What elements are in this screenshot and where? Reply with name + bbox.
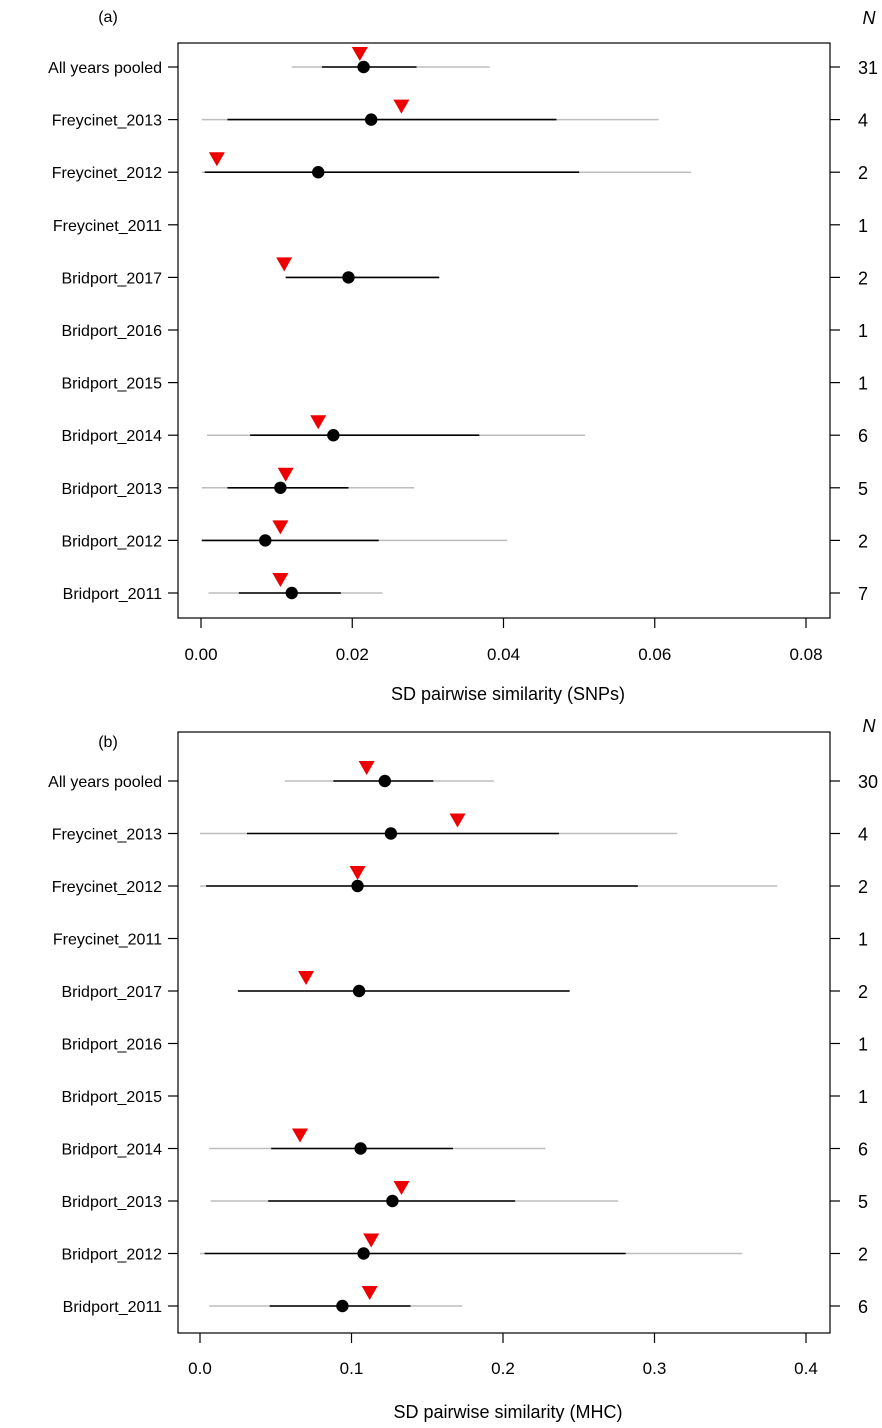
observed-triangle-1 bbox=[363, 1233, 380, 1248]
observed-triangle-1 bbox=[349, 866, 366, 880]
n-value-1: 4 bbox=[858, 825, 868, 845]
n-value-1: 1 bbox=[858, 1087, 868, 1107]
x-tick-label-0: 0.08 bbox=[789, 645, 822, 664]
n-value-0: 2 bbox=[858, 163, 868, 183]
row-label-1: All years pooled bbox=[48, 774, 162, 791]
observed-triangle-0 bbox=[393, 99, 410, 114]
n-value-0: 5 bbox=[858, 479, 868, 499]
point-estimate-1 bbox=[351, 879, 364, 893]
n-value-0: 7 bbox=[858, 584, 868, 604]
row-label-0: Freycinet_2012 bbox=[52, 165, 162, 182]
point-estimate-0 bbox=[342, 271, 355, 284]
point-estimate-1 bbox=[384, 827, 398, 840]
x-axis-label-1: SD pairwise similarity (MHC) bbox=[393, 1402, 622, 1422]
n-value-1: 6 bbox=[858, 1140, 868, 1160]
observed-triangle-1 bbox=[291, 1128, 308, 1143]
n-value-0: 6 bbox=[858, 426, 868, 446]
n-value-0: 4 bbox=[858, 111, 868, 131]
row-label-1: Bridport_2013 bbox=[61, 1194, 162, 1211]
point-estimate-1 bbox=[352, 984, 366, 998]
panel-label-0: (a) bbox=[98, 9, 118, 26]
row-label-0: Bridport_2017 bbox=[61, 270, 162, 287]
observed-triangle-0 bbox=[208, 152, 225, 167]
x-tick-label-1: 0.1 bbox=[340, 1359, 364, 1378]
point-estimate-0 bbox=[274, 481, 287, 494]
x-tick-label-0: 0.06 bbox=[638, 645, 671, 664]
point-estimate-1 bbox=[386, 1194, 399, 1208]
n-value-0: 31 bbox=[858, 58, 878, 78]
n-value-0: 1 bbox=[858, 216, 868, 236]
observed-triangle-0 bbox=[310, 415, 327, 430]
x-tick-label-1: 0.0 bbox=[188, 1359, 212, 1378]
observed-triangle-1 bbox=[393, 1181, 410, 1195]
x-axis-label-0: SD pairwise similarity (SNPs) bbox=[391, 684, 625, 704]
point-estimate-1 bbox=[354, 1142, 367, 1155]
row-label-1: Bridport_2011 bbox=[63, 1299, 162, 1316]
x-tick-label-0: 0.00 bbox=[184, 645, 217, 664]
n-value-1: 1 bbox=[858, 1035, 868, 1055]
row-label-1: Bridport_2017 bbox=[61, 984, 162, 1001]
n-value-1: 2 bbox=[858, 982, 868, 1002]
row-label-0: Bridport_2014 bbox=[61, 428, 162, 445]
row-label-1: Freycinet_2012 bbox=[52, 879, 162, 896]
x-tick-label-0: 0.02 bbox=[336, 645, 369, 664]
observed-triangle-0 bbox=[351, 47, 368, 61]
observed-triangle-0 bbox=[276, 257, 293, 272]
n-header-0: N bbox=[863, 8, 877, 28]
row-label-1: Bridport_2014 bbox=[61, 1142, 162, 1159]
row-label-0: Bridport_2012 bbox=[61, 533, 162, 550]
point-estimate-0 bbox=[259, 534, 272, 547]
point-estimate-1 bbox=[336, 1299, 349, 1313]
row-label-1: Freycinet_2013 bbox=[52, 827, 162, 844]
row-label-0: All years pooled bbox=[48, 60, 162, 77]
n-value-0: 1 bbox=[858, 374, 868, 394]
observed-triangle-1 bbox=[358, 761, 375, 775]
n-value-0: 1 bbox=[858, 321, 868, 341]
row-label-0: Freycinet_2013 bbox=[52, 113, 162, 130]
n-header-1: N bbox=[863, 716, 877, 736]
x-tick-label-1: 0.4 bbox=[794, 1359, 818, 1378]
point-estimate-1 bbox=[378, 774, 392, 788]
x-tick-label-1: 0.2 bbox=[491, 1359, 515, 1378]
x-tick-label-0: 0.04 bbox=[487, 645, 520, 664]
n-value-1: 30 bbox=[858, 772, 878, 792]
point-estimate-0 bbox=[285, 586, 298, 600]
row-label-1: Bridport_2015 bbox=[61, 1089, 162, 1106]
n-value-1: 2 bbox=[858, 1245, 868, 1265]
plot-frame-1 bbox=[177, 731, 831, 1334]
row-label-0: Bridport_2013 bbox=[61, 481, 162, 498]
n-value-0: 2 bbox=[858, 531, 868, 551]
n-value-1: 1 bbox=[858, 930, 868, 950]
row-label-1: Bridport_2012 bbox=[61, 1247, 162, 1264]
n-value-1: 6 bbox=[858, 1297, 868, 1317]
point-estimate-0 bbox=[312, 166, 325, 179]
plot-frame-0 bbox=[177, 42, 831, 619]
n-value-0: 2 bbox=[858, 268, 868, 288]
observed-triangle-1 bbox=[361, 1286, 378, 1300]
observed-triangle-0 bbox=[272, 573, 289, 587]
panel-label-1: (b) bbox=[98, 734, 118, 751]
point-estimate-0 bbox=[327, 429, 340, 442]
point-estimate-0 bbox=[364, 113, 378, 126]
n-value-1: 2 bbox=[858, 877, 868, 897]
row-label-0: Bridport_2015 bbox=[61, 376, 162, 393]
point-estimate-1 bbox=[357, 1247, 370, 1260]
row-label-0: Freycinet_2011 bbox=[53, 218, 162, 235]
row-label-1: Freycinet_2011 bbox=[53, 932, 162, 949]
observed-triangle-1 bbox=[298, 971, 315, 985]
row-label-0: Bridport_2011 bbox=[63, 586, 162, 603]
x-tick-label-1: 0.3 bbox=[643, 1359, 667, 1378]
observed-triangle-0 bbox=[272, 520, 289, 535]
row-label-1: Bridport_2016 bbox=[61, 1037, 162, 1054]
n-value-1: 5 bbox=[858, 1192, 868, 1212]
point-estimate-0 bbox=[357, 60, 370, 74]
observed-triangle-1 bbox=[449, 813, 466, 828]
observed-triangle-0 bbox=[277, 467, 294, 482]
row-label-0: Bridport_2016 bbox=[61, 323, 162, 340]
